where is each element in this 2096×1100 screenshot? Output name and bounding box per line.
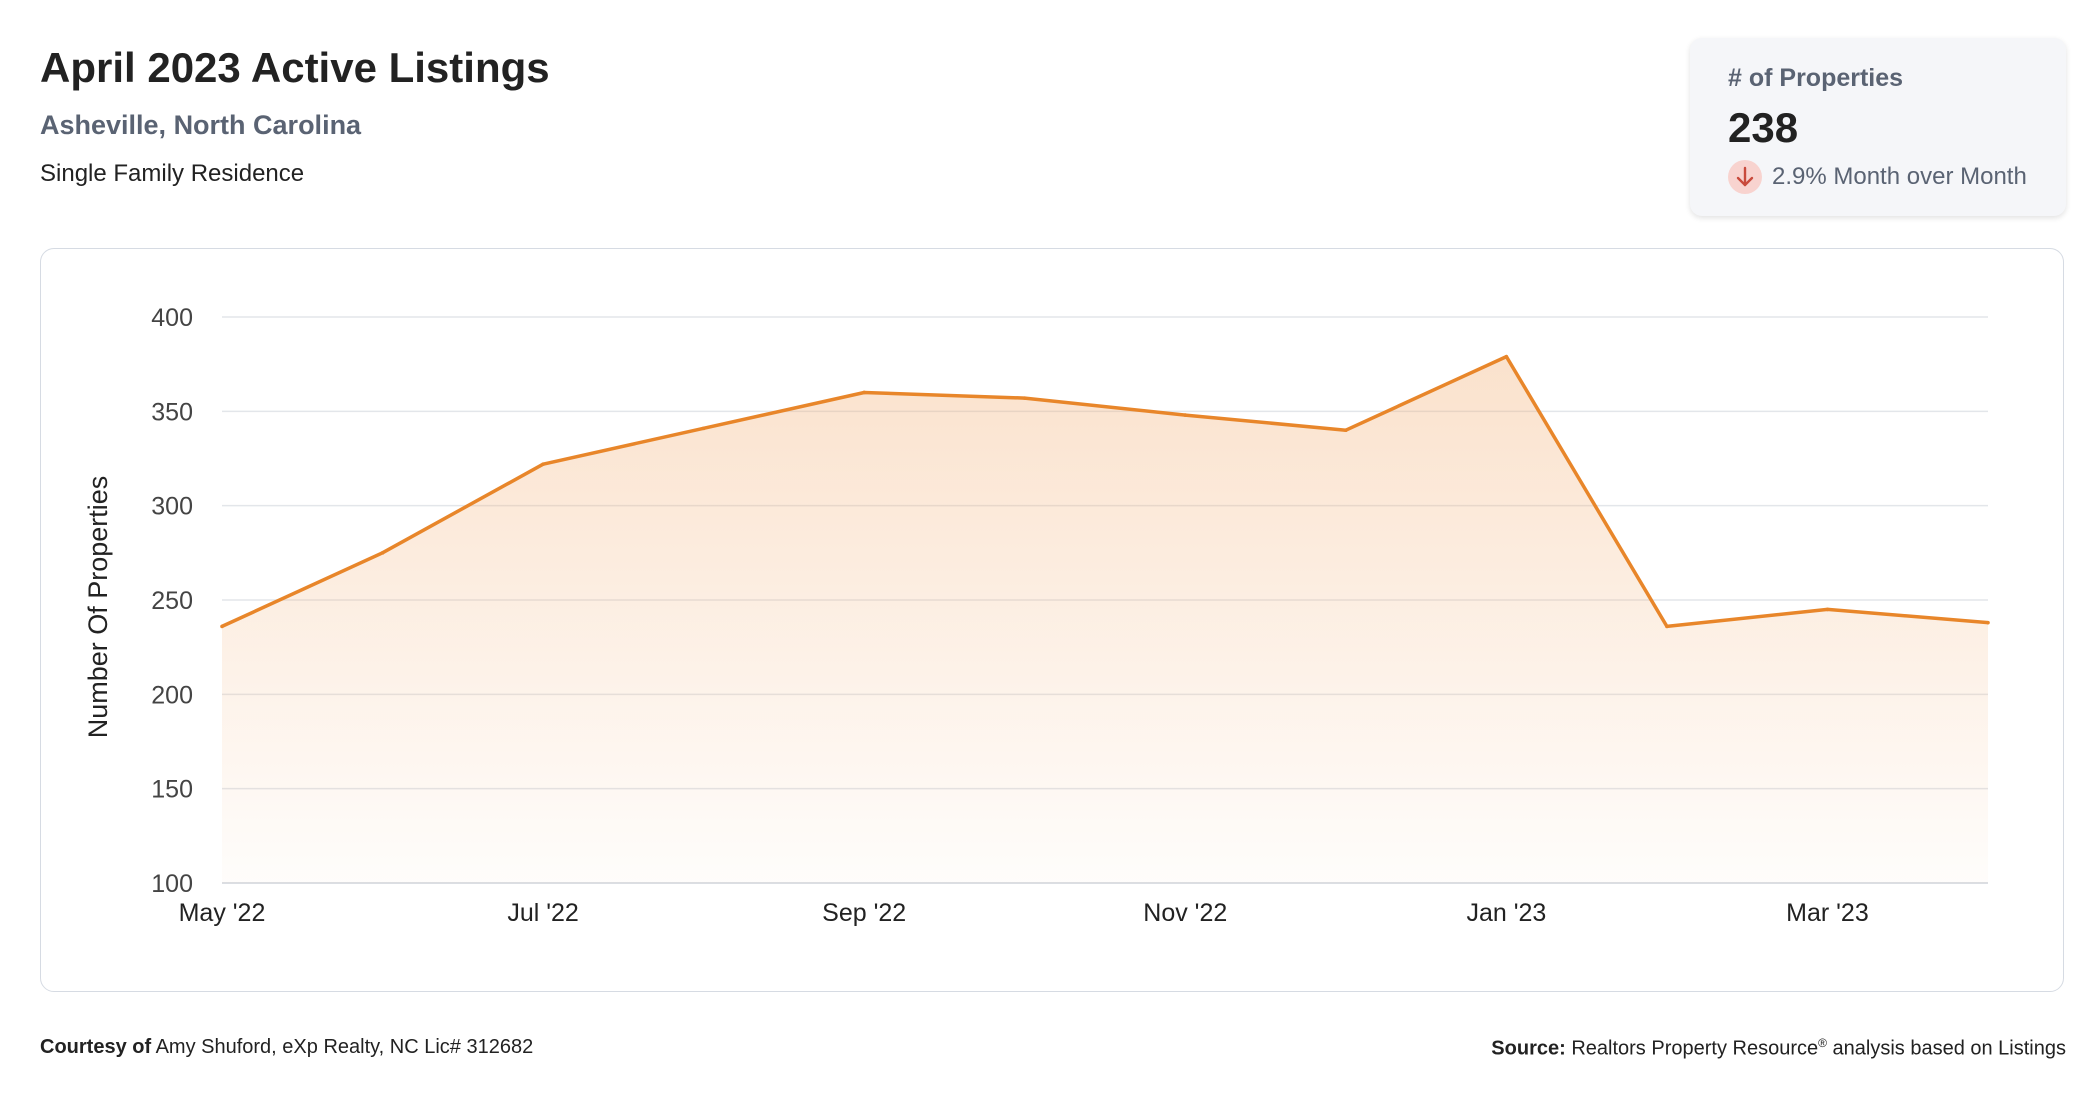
data-point [380, 551, 385, 555]
y-tick-label: 100 [151, 870, 193, 898]
data-point [1986, 620, 1990, 625]
x-tick-label: Sep '22 [822, 899, 906, 927]
data-point [1825, 607, 1830, 612]
y-tick-label: 200 [151, 681, 193, 709]
courtesy-text: Amy Shuford, eXp Realty, NC Lic# 312682 [155, 1036, 534, 1058]
data-point [1022, 396, 1027, 400]
data-point [1183, 413, 1188, 417]
y-axis-label: Number Of Properties [83, 476, 113, 739]
location-subtitle: Asheville, North Carolina [40, 110, 362, 140]
stat-label: # of Properties [1728, 64, 1904, 92]
y-axis-ticks: 100 150 200 250 300 350 400 [151, 304, 193, 898]
data-point [862, 390, 866, 395]
data-point [1344, 428, 1348, 432]
property-type-label: Single Family Residence [40, 160, 305, 187]
data-point [1665, 624, 1669, 629]
x-tick-label: Nov '22 [1143, 899, 1227, 927]
x-tick-label: Jul '22 [507, 899, 578, 927]
source-text: analysis based on Listings [1832, 1037, 2066, 1060]
registered-mark: ® [1818, 1036, 1827, 1050]
arrow-down-icon [1728, 160, 1762, 194]
stat-change: 2.9% Month over Month [1728, 160, 2027, 194]
courtesy-footer: Courtesy of Amy Shuford, eXp Realty, NC … [40, 1036, 533, 1059]
series-line [221, 354, 1989, 629]
source-name: Realtors Property Resource [1571, 1037, 1819, 1060]
data-point [541, 462, 545, 466]
y-tick-label: 150 [151, 776, 193, 804]
y-tick-label: 300 [151, 493, 193, 521]
data-point [701, 426, 706, 431]
data-point [220, 624, 224, 629]
x-tick-label: Mar '23 [1786, 899, 1869, 927]
data-points [220, 354, 1990, 629]
chart-panel: 100 150 200 250 300 350 400 May '22 Jul '22 Sep … [40, 248, 2064, 992]
y-tick-label: 400 [151, 304, 193, 332]
source-label: Source: [1491, 1037, 1566, 1060]
y-tick-label: 350 [151, 398, 193, 426]
x-tick-label: May '22 [179, 899, 266, 927]
stat-value: 238 [1728, 104, 1799, 151]
page-title: April 2023 Active Listings [40, 44, 550, 91]
properties-stat-card: # of Properties 238 2.9% Month over Mont… [1690, 38, 2066, 216]
x-tick-label: Jan '23 [1466, 899, 1546, 927]
data-point [1504, 354, 1509, 359]
source-footer: Source: Realtors Property Resource® anal… [1491, 1036, 2066, 1061]
active-listings-chart: 100 150 200 250 300 350 400 May '22 Jul '22 Sep … [83, 304, 1990, 927]
courtesy-label: Courtesy of [40, 1036, 152, 1058]
y-tick-label: 250 [151, 587, 193, 615]
stat-change-text: 2.9% Month over Month [1772, 163, 2027, 190]
series-area [222, 356, 1988, 884]
x-axis-ticks: May '22 Jul '22 Sep '22 Nov '22 Jan '23 Mar '… [179, 899, 1869, 927]
